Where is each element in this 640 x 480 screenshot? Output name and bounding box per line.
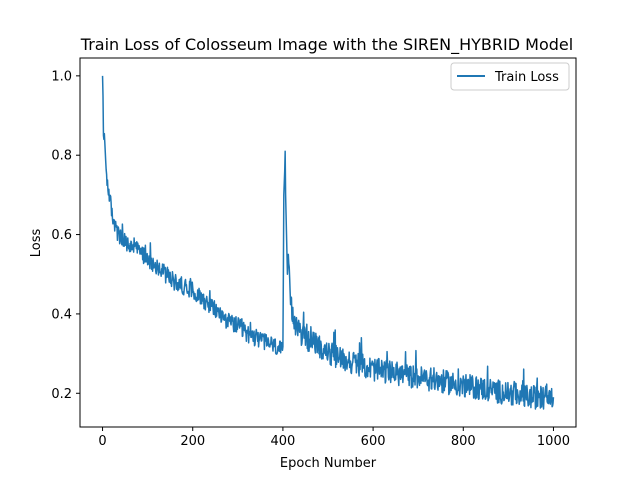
y-axis-label: Loss [29, 229, 44, 258]
x-tick-label: 600 [361, 434, 386, 449]
x-tick-label: 400 [270, 434, 295, 449]
x-axis-label: Epoch Number [280, 456, 377, 471]
x-tick-label: 1000 [537, 434, 570, 449]
series-line-train-loss [101, 75, 555, 410]
series-layer [101, 75, 555, 410]
x-axis-ticks: 0 200 400 600 800 1000 [98, 427, 570, 449]
legend: Train Loss [450, 62, 570, 91]
y-tick-label: 0.4 [51, 307, 72, 322]
y-tick-label: 0.8 [51, 149, 72, 164]
y-tick-label: 1.0 [51, 69, 72, 84]
plot-area: 0 200 400 600 800 1000 0.2 0.4 0.6 0.8 1.0 [51, 57, 577, 449]
y-tick-label: 0.2 [51, 387, 72, 402]
legend-box [450, 62, 570, 91]
chart-title: Train Loss of Colosseum Image with the S… [80, 35, 573, 55]
x-tick-label: 800 [451, 434, 476, 449]
y-tick-label: 0.6 [51, 228, 72, 243]
y-axis-ticks: 0.2 0.4 0.6 0.8 1.0 [51, 69, 80, 402]
axes-frame [79, 57, 577, 428]
legend-entry-train-loss: Train Loss [494, 70, 559, 85]
x-tick-label: 200 [180, 434, 205, 449]
x-tick-label: 0 [98, 434, 106, 449]
